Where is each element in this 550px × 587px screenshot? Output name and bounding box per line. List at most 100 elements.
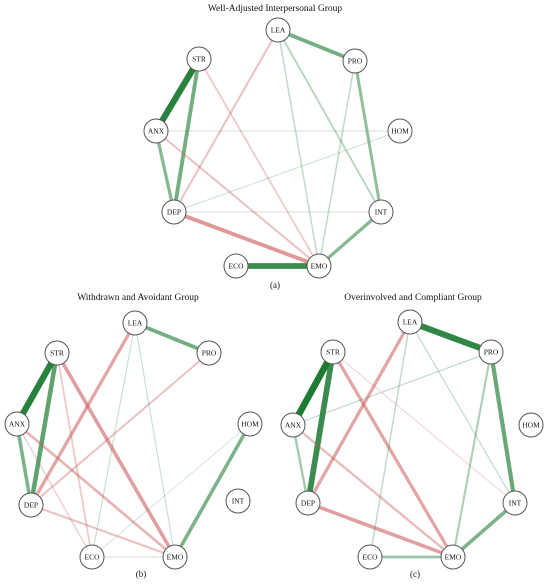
- edge-anx-eco: [16, 423, 93, 558]
- panel-title: Withdrawn and Avoidant Group: [77, 293, 199, 303]
- panel-b-nodes: LEA PRO STR ANX HOM INT DEP ECO EMO: [4, 310, 263, 570]
- panel-caption: (c): [410, 569, 420, 579]
- node-label: STR: [192, 55, 206, 64]
- node-label: ANX: [9, 420, 26, 429]
- node-circle: [196, 340, 222, 366]
- node-circle: [280, 412, 306, 438]
- node-pro: PRO: [478, 339, 504, 365]
- node-label: STR: [50, 349, 64, 358]
- edge-lea-eco: [91, 322, 136, 558]
- node-label: ECO: [85, 553, 101, 562]
- panel-title: Overinvolved and Compliant Group: [344, 293, 482, 303]
- edge-str-int: [332, 351, 516, 504]
- node-hom: HOM: [518, 412, 544, 438]
- node-label: EMO: [311, 262, 328, 271]
- node-label: HOM: [391, 127, 409, 136]
- edge-dep-emo: [306, 501, 455, 559]
- node-eco: ECO: [223, 253, 249, 279]
- edge-dep-emo: [172, 210, 321, 268]
- node-circle: [162, 544, 188, 570]
- node-pro: PRO: [196, 340, 222, 366]
- node-emo: EMO: [306, 253, 332, 279]
- node-dep: DEP: [18, 492, 44, 518]
- edge-hom-emo: [173, 422, 252, 559]
- node-label: DEP: [301, 499, 315, 508]
- node-circle: [320, 339, 346, 365]
- node-label: ANX: [148, 127, 165, 136]
- node-lea: LEA: [265, 17, 291, 43]
- node-int: INT: [225, 488, 251, 514]
- node-circle: [368, 199, 394, 225]
- edge-pro-int: [488, 349, 518, 506]
- edge-str-anx: [152, 55, 203, 135]
- node-label: INT: [375, 208, 388, 217]
- edge-anx-emo: [291, 423, 455, 559]
- edge-lea-int: [277, 29, 382, 213]
- node-label: EMO: [445, 553, 462, 562]
- node-circle: [478, 339, 504, 365]
- node-circle: [161, 199, 187, 225]
- node-label: PRO: [348, 57, 363, 66]
- node-hom: HOM: [237, 411, 263, 437]
- node-label: DEP: [167, 208, 181, 217]
- node-eco: ECO: [79, 544, 105, 570]
- edge-anx-dep: [15, 422, 33, 507]
- node-circle: [306, 253, 332, 279]
- edge-lea-emo: [134, 322, 176, 558]
- edge-lea-pro: [133, 321, 211, 355]
- node-label: LEA: [128, 319, 143, 328]
- edge-anx-emo: [154, 129, 321, 268]
- node-int: INT: [368, 199, 394, 225]
- edge-lea-dep: [29, 321, 137, 507]
- node-circle: [223, 253, 249, 279]
- node-circle: [440, 544, 466, 570]
- panel-title: Well-Adjusted Interpersonal Group: [208, 4, 343, 14]
- node-str: STR: [186, 46, 212, 72]
- node-lea: LEA: [122, 310, 148, 336]
- node-label: LEA: [271, 26, 286, 35]
- edge-pro-dep: [29, 351, 211, 507]
- node-label: ANX: [285, 421, 302, 430]
- node-circle: [502, 490, 528, 516]
- edge-pro-emo: [318, 60, 356, 267]
- edge-str-dep: [305, 349, 336, 506]
- node-label: STR: [326, 348, 340, 357]
- node-circle: [357, 544, 383, 570]
- edge-lea-pro: [276, 28, 357, 63]
- edge-anx-dep: [154, 129, 176, 214]
- edge-anx-pro: [292, 351, 492, 426]
- node-label: INT: [509, 499, 522, 508]
- edge-str-dep: [172, 57, 201, 214]
- panel-c: LEA PRO STR ANX HOM DEP INT ECO EMO Overinvolved …: [280, 293, 544, 579]
- panel-b-edges: [13, 321, 252, 559]
- node-circle: [387, 118, 413, 144]
- node-circle: [79, 544, 105, 570]
- panel-c-nodes: LEA PRO STR ANX HOM DEP INT ECO EMO: [280, 309, 544, 570]
- node-label: PRO: [202, 349, 217, 358]
- node-hom: HOM: [387, 118, 413, 144]
- node-circle: [397, 309, 423, 335]
- node-int: INT: [502, 490, 528, 516]
- panel-caption: (a): [270, 280, 280, 290]
- edge-emo-pro: [451, 350, 493, 559]
- edge-str-dep: [28, 350, 60, 508]
- node-label: EMO: [167, 553, 184, 562]
- node-label: ECO: [229, 262, 245, 271]
- panel-a-nodes: LEA PRO STR ANX HOM DEP INT ECO EMO: [143, 17, 413, 279]
- node-label: PRO: [484, 348, 499, 357]
- node-circle: [342, 48, 368, 74]
- edge-lea-eco: [369, 321, 411, 558]
- edge-hom-dep: [173, 130, 401, 213]
- edge-str-emo: [331, 350, 455, 559]
- node-circle: [295, 490, 321, 516]
- node-circle: [518, 412, 544, 438]
- edge-str-emo: [198, 58, 320, 267]
- node-circle: [186, 46, 212, 72]
- node-circle: [265, 17, 291, 43]
- edge-lea-emo: [277, 29, 320, 267]
- edge-lea-int: [409, 321, 516, 504]
- edge-anx-emo: [15, 422, 177, 559]
- node-str: STR: [44, 340, 70, 366]
- node-circle: [225, 488, 251, 514]
